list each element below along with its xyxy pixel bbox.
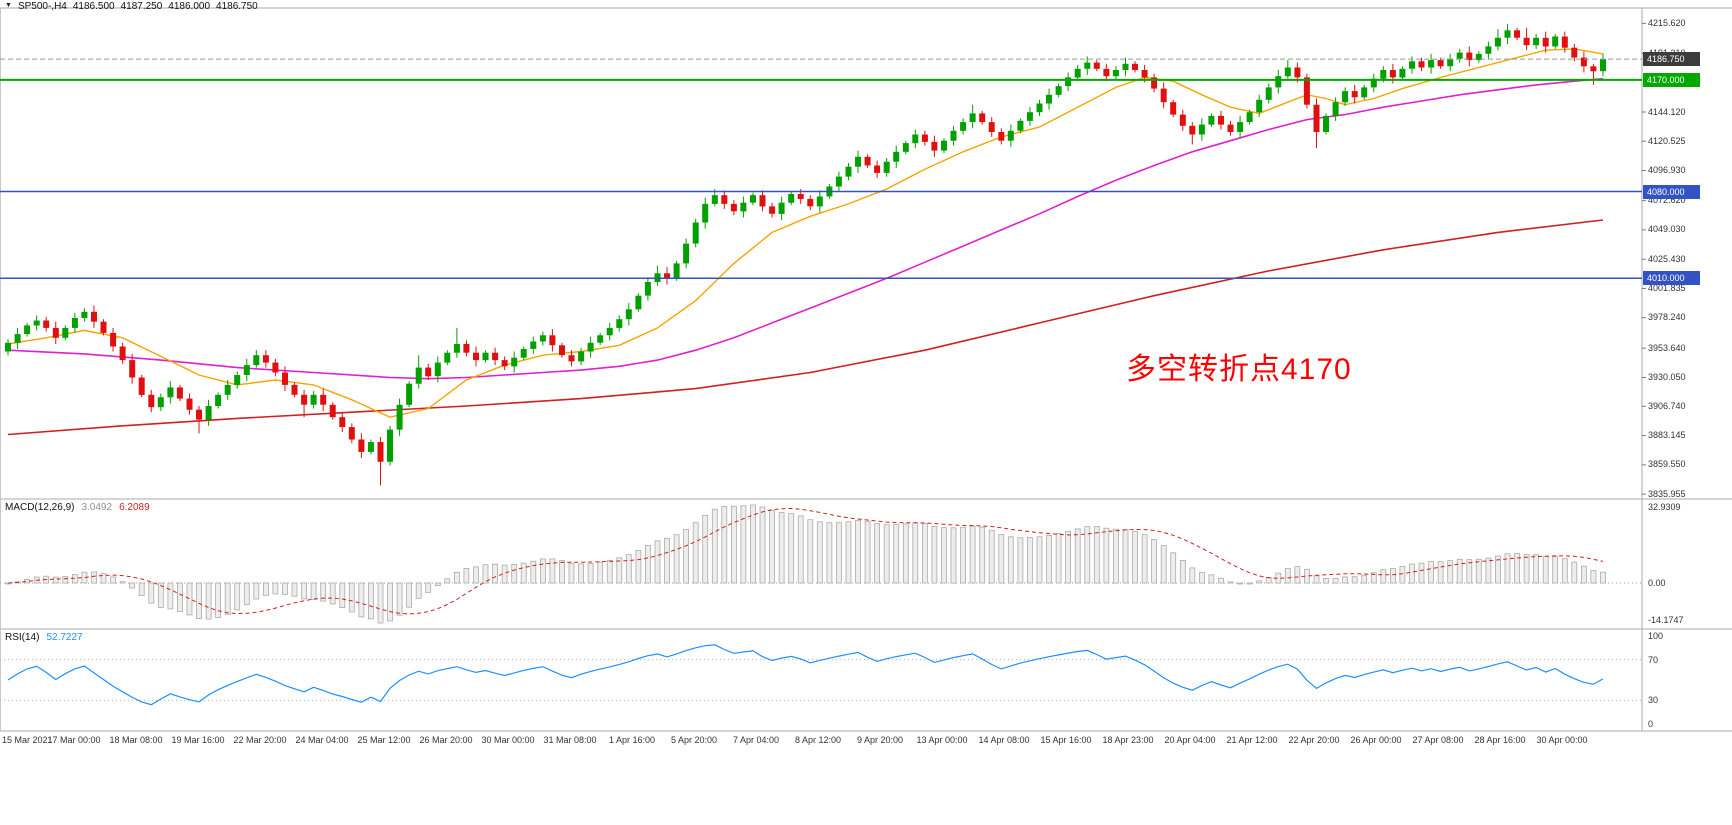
level-lines-layer	[0, 58, 1642, 280]
macd-axis-label: 32.9309	[1648, 502, 1681, 512]
macd-axis-label: -14.1747	[1648, 615, 1684, 625]
price-axis-tick: 3883.145	[1648, 430, 1686, 441]
macd-histogram-layer	[5, 504, 1606, 624]
time-axis-label: 14 Apr 08:00	[978, 735, 1030, 745]
time-axis-label: 15 Mar 2021	[2, 735, 53, 745]
macd-main-value: 3.0492	[81, 502, 113, 513]
macd-signal-value: 6.2089	[119, 502, 150, 513]
rsi-name-label: RSI(14)	[5, 632, 40, 643]
time-axis-label: 30 Mar 00:00	[481, 735, 535, 745]
macd-indicator-label: MACD(12,26,9) 3.0492 6.2089	[5, 502, 150, 513]
rsi-axis-label: 70	[1648, 654, 1659, 665]
price-axis-tick: 3978.240	[1648, 312, 1686, 323]
time-axis-label: 18 Mar 08:00	[109, 735, 163, 745]
price-axis-tick: 4215.620	[1648, 17, 1686, 28]
price-axis-tick: 4096.930	[1648, 165, 1686, 175]
price-level-badge: 4010.000	[1643, 271, 1700, 286]
price-axis-tick: 4120.525	[1648, 135, 1686, 146]
time-axis-label: 27 Apr 08:00	[1412, 735, 1464, 745]
price-axis-tick: 4072.620	[1648, 195, 1686, 206]
time-axis-label: 25 Mar 12:00	[357, 735, 411, 745]
time-axis-label: 31 Mar 08:00	[543, 735, 597, 745]
ohlc-low-value: 4186.000	[168, 0, 211, 12]
time-axis-label: 26 Mar 20:00	[419, 735, 473, 745]
ohlc-open-value: 4186.500	[72, 0, 115, 12]
ma-slow-line	[7, 219, 1604, 436]
rsi-axis-label: 30	[1648, 695, 1659, 706]
time-axis-label: 22 Mar 20:00	[233, 735, 287, 745]
time-axis-label: 7 Apr 04:00	[732, 735, 780, 745]
price-axis-tick: 4025.430	[1648, 253, 1686, 264]
time-axis-label: 19 Mar 16:00	[171, 735, 225, 745]
time-axis-label: 26 Apr 00:00	[1350, 735, 1402, 745]
price-level-badge: 4080.000	[1643, 184, 1700, 199]
time-axis-label: 17 Mar 00:00	[47, 735, 101, 745]
price-axis-tick: 3835.955	[1648, 488, 1686, 499]
price-axis-tick: 3859.550	[1648, 459, 1686, 470]
time-axis-label: 20 Apr 04:00	[1164, 735, 1216, 745]
price-axis-tick: 4001.835	[1648, 282, 1686, 293]
time-axis-label: 15 Apr 16:00	[1040, 735, 1092, 745]
pane-borders	[0, 7, 1732, 732]
annotation-text[interactable]: 多空转折点4170	[1126, 353, 1352, 386]
rsi-indicator-label: RSI(14) 52.7227	[5, 632, 83, 643]
current-price-badge: 4186.750	[1643, 52, 1700, 67]
time-axis-label: 21 Apr 12:00	[1226, 735, 1278, 745]
price-axis-tick: 3953.640	[1648, 342, 1686, 353]
macd-axis-label: 0.00	[1648, 578, 1666, 589]
time-axis-label: 8 Apr 12:00	[794, 735, 842, 745]
symbol-timeframe-label: SP500-,H4	[17, 0, 67, 12]
time-axis-label: 5 Apr 20:00	[670, 735, 718, 745]
time-axis-label: 22 Apr 20:00	[1288, 735, 1340, 745]
time-axis-label: 24 Mar 04:00	[295, 735, 349, 745]
macd-signal-line	[7, 507, 1604, 615]
time-axis-label: 18 Apr 23:00	[1102, 735, 1154, 745]
rsi-axis-label: 0	[1648, 719, 1654, 729]
ohlc-high-value: 4187.250	[120, 0, 163, 12]
axis-tick-marks	[1642, 22, 1646, 495]
price-axis-tick: 3930.050	[1648, 371, 1686, 382]
time-axis-label: 9 Apr 20:00	[856, 735, 904, 745]
price-axis-tick: 4049.030	[1648, 224, 1686, 235]
time-axis-label: 28 Apr 16:00	[1474, 735, 1526, 745]
time-axis-label: 30 Apr 00:00	[1536, 735, 1588, 745]
ma-mid-line	[7, 77, 1604, 380]
macd-name-label: MACD(12,26,9)	[5, 502, 75, 513]
rsi-axis-label: 100	[1648, 631, 1664, 641]
chart-icon: ▼	[5, 2, 12, 9]
time-axis-label: 13 Apr 00:00	[916, 735, 968, 745]
price-axis-tick: 3906.740	[1648, 400, 1686, 411]
time-axis-label: 1 Apr 16:00	[608, 735, 656, 745]
price-level-badge: 4170.000	[1643, 72, 1700, 87]
candles-layer	[5, 24, 1606, 486]
chart-header: ▼ SP500-,H4 4186.500 4187.250 4186.000 4…	[5, 0, 258, 12]
price-axis-tick: 4144.120	[1648, 106, 1686, 117]
rsi-line	[7, 644, 1604, 706]
ohlc-close-value: 4186.750	[216, 0, 258, 12]
rsi-value: 52.7227	[46, 632, 83, 643]
